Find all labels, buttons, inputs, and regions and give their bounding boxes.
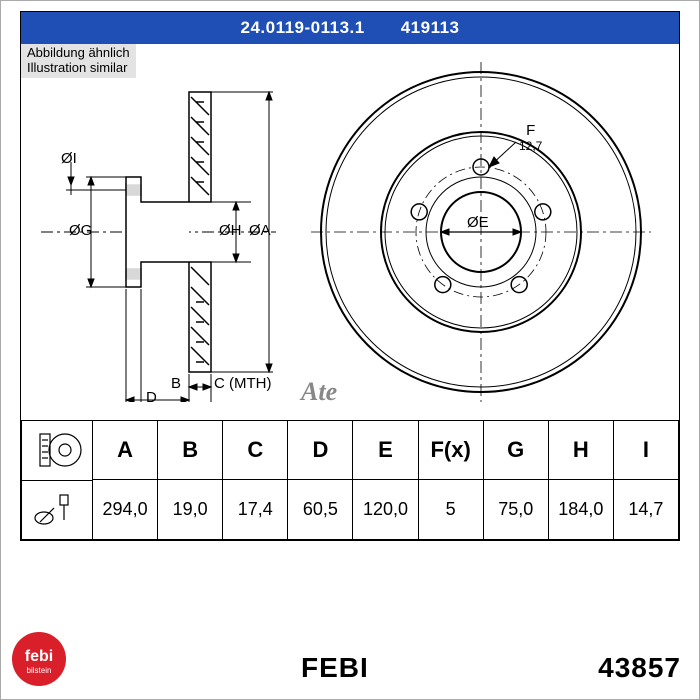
col-val: 14,7	[614, 480, 678, 539]
col-F(x): F(x)5	[419, 420, 484, 540]
col-G: G75,0	[484, 420, 549, 540]
dim-H: ØH	[219, 222, 242, 239]
side-view: ØI ØG ØH ØA B C (MTH) D	[41, 62, 276, 402]
col-val: 19,0	[158, 480, 222, 539]
col-val: 5	[419, 480, 483, 539]
bolt-icon	[22, 481, 92, 540]
dim-I: ØI	[61, 150, 77, 167]
code-label: 43857	[598, 652, 681, 684]
table-columns: A294,0B19,0C17,4D60,5E120,0F(x)5G75,0H18…	[93, 420, 679, 540]
page-container: 24.0119-0113.1 419113 Abbildung ähnlich …	[0, 0, 700, 700]
col-hdr: B	[158, 421, 222, 480]
disc-icon	[22, 421, 92, 481]
bottom-label: FEBI 43857	[21, 652, 681, 684]
col-val: 17,4	[223, 480, 287, 539]
col-I: I14,7	[614, 420, 679, 540]
dim-A: ØA	[249, 222, 271, 239]
col-val: 60,5	[288, 480, 352, 539]
dim-D: D	[146, 389, 157, 406]
ate-logo: Ate	[301, 377, 337, 407]
col-H: H184,0	[549, 420, 614, 540]
front-view: F 12,7 ØE	[301, 62, 661, 402]
col-hdr: G	[484, 421, 548, 480]
col-val: 184,0	[549, 480, 613, 539]
col-hdr: D	[288, 421, 352, 480]
col-val: 294,0	[93, 480, 157, 539]
dim-C: C (MTH)	[214, 375, 271, 392]
col-hdr: E	[353, 421, 417, 480]
col-hdr: F(x)	[419, 421, 483, 480]
dim-B: B	[171, 375, 181, 392]
col-B: B19,0	[158, 420, 223, 540]
header-bar: 24.0119-0113.1 419113	[21, 12, 679, 44]
col-C: C17,4	[223, 420, 288, 540]
drawing-zone: ØI ØG ØH ØA B C (MTH) D	[21, 47, 679, 417]
brand-label: FEBI	[301, 652, 369, 684]
diagram-area: 24.0119-0113.1 419113 Abbildung ähnlich …	[20, 11, 680, 541]
col-hdr: A	[93, 421, 157, 480]
col-val: 120,0	[353, 480, 417, 539]
dim-E: ØE	[467, 214, 489, 231]
data-table: A294,0B19,0C17,4D60,5E120,0F(x)5G75,0H18…	[21, 420, 679, 540]
front-view-svg	[301, 62, 661, 402]
col-hdr: I	[614, 421, 678, 480]
col-hdr: C	[223, 421, 287, 480]
col-hdr: H	[549, 421, 613, 480]
col-D: D60,5	[288, 420, 353, 540]
dim-G: ØG	[69, 222, 92, 239]
col-val: 75,0	[484, 480, 548, 539]
icon-cell	[21, 420, 93, 540]
col-A: A294,0	[93, 420, 158, 540]
part-number-1: 24.0119-0113.1	[240, 18, 364, 38]
col-E: E120,0	[353, 420, 418, 540]
part-number-2: 419113	[401, 18, 460, 38]
dim-F: F 12,7	[519, 122, 542, 153]
